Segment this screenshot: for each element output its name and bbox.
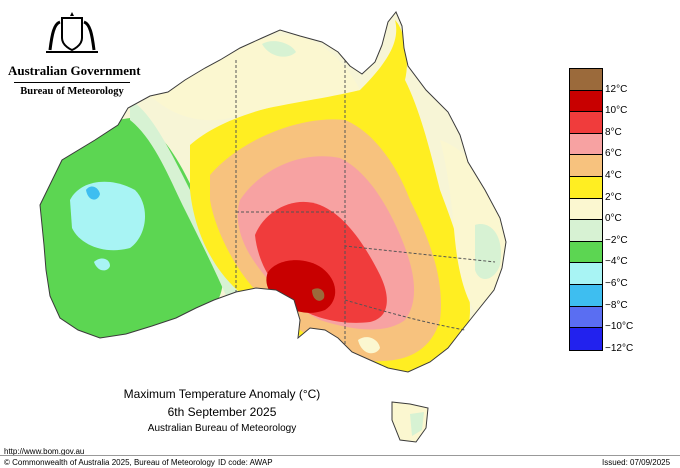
legend-tick-label: −8°C — [605, 299, 628, 311]
legend-tick-label: 4°C — [605, 170, 622, 181]
nsw-vic-border — [344, 299, 466, 331]
anomaly-band-light-green-nt — [262, 41, 296, 57]
legend-swatch — [570, 176, 602, 199]
legend-tick-label: 10°C — [605, 105, 628, 117]
legend-tick-label: 6°C — [605, 148, 622, 160]
tasmania-green-patch — [410, 412, 424, 436]
anomaly-band-blue-spot — [86, 186, 100, 200]
agency-name: Bureau of Meteorology — [20, 86, 124, 97]
legend-tick-label: 8°C — [605, 126, 622, 138]
legend-swatch — [570, 155, 602, 177]
legend-swatch — [570, 241, 602, 264]
anomaly-band-light-southeast — [358, 337, 380, 354]
color-scale-legend — [569, 68, 603, 351]
tasmania — [391, 401, 429, 443]
legend-tick-label: −6°C — [605, 278, 628, 289]
legend-swatch — [570, 69, 602, 91]
map-date: 6th September 2025 — [167, 405, 277, 419]
footer-url: http://www.bom.gov.au — [4, 447, 85, 456]
legend-swatch — [570, 328, 602, 350]
anomaly-band-cyan-small — [94, 258, 110, 271]
legend-tick-label: −12°C — [605, 342, 634, 354]
legend-swatch — [570, 284, 602, 307]
footer-id-code: ID code: AWAP — [218, 458, 273, 467]
legend-tick-label: −4°C — [605, 256, 628, 268]
legend-tick-label: 12°C — [605, 83, 628, 95]
legend-swatch — [570, 306, 602, 329]
legend-tick-label: −2°C — [605, 234, 628, 246]
legend-tick-label: 0°C — [605, 213, 622, 225]
logo-divider — [14, 82, 130, 83]
map-agency: Australian Bureau of Meteorology — [147, 423, 297, 434]
legend-tick-label: 2°C — [605, 191, 622, 203]
government-name: Australian Government — [8, 63, 141, 78]
map-title: Maximum Temperature Anomaly (°C) — [123, 387, 321, 401]
footer-copyright: © Commonwealth of Australia 2025, Bureau… — [4, 458, 215, 467]
coat-of-arms-icon — [46, 12, 98, 53]
legend-tick-label: −10°C — [605, 321, 634, 333]
legend-swatch — [570, 220, 602, 242]
anomaly-band-light-north — [150, 35, 360, 121]
anomaly-band-light-green-east — [475, 224, 501, 280]
footer-divider — [0, 455, 680, 456]
state-borders — [235, 60, 496, 345]
legend-swatch — [570, 198, 602, 221]
legend-swatch — [570, 90, 602, 113]
footer-issued: Issued: 07/09/2025 — [602, 458, 671, 467]
government-logo: Australian Government Bureau of Meteorol… — [8, 10, 141, 97]
legend-swatch — [570, 133, 602, 156]
legend-swatch — [570, 112, 602, 134]
legend-swatch — [570, 263, 602, 285]
anomaly-band-brown — [312, 288, 325, 301]
anomaly-band-cyan — [70, 181, 146, 251]
